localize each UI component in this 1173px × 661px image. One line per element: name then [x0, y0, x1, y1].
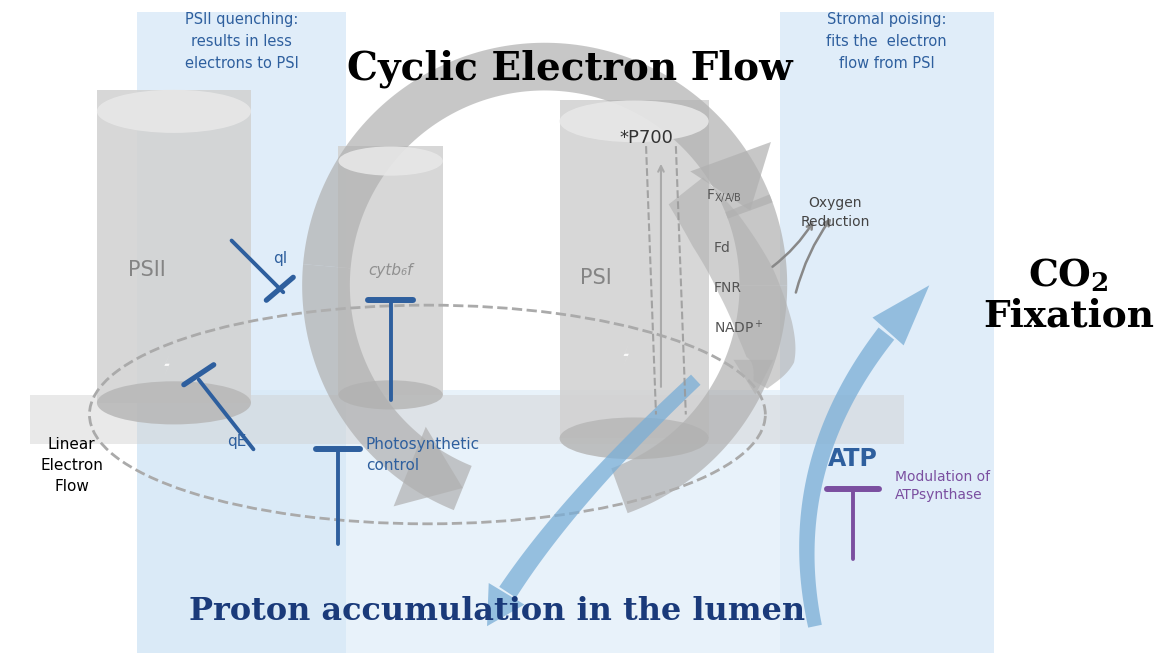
Text: Oxygen
Reduction: Oxygen Reduction: [800, 196, 869, 229]
Text: qI: qI: [273, 251, 287, 266]
Text: Fd: Fd: [713, 241, 731, 256]
Polygon shape: [611, 286, 787, 513]
Polygon shape: [164, 353, 170, 377]
Text: qE: qE: [228, 434, 246, 449]
FancyBboxPatch shape: [29, 395, 904, 444]
FancyBboxPatch shape: [137, 12, 346, 653]
Polygon shape: [623, 343, 630, 367]
Polygon shape: [394, 427, 463, 506]
FancyBboxPatch shape: [339, 147, 442, 395]
Ellipse shape: [560, 100, 708, 142]
Text: PSI: PSI: [581, 268, 612, 288]
FancyBboxPatch shape: [780, 12, 994, 653]
Polygon shape: [873, 286, 929, 346]
Ellipse shape: [97, 381, 251, 424]
Ellipse shape: [339, 380, 442, 410]
Text: NADP$^+$: NADP$^+$: [713, 319, 764, 336]
Text: PSII quenching:
results in less
electrons to PSI: PSII quenching: results in less electron…: [184, 12, 298, 71]
Text: $\mathregular{CO_2}$
Fixation: $\mathregular{CO_2}$ Fixation: [983, 256, 1154, 334]
Ellipse shape: [560, 418, 708, 459]
Text: cytb₆f: cytb₆f: [368, 263, 413, 278]
Polygon shape: [733, 360, 773, 395]
Polygon shape: [623, 343, 630, 367]
FancyBboxPatch shape: [560, 100, 708, 438]
Text: PSII: PSII: [128, 260, 165, 280]
Text: Stromal poising:
fits the  electron
flow from PSI: Stromal poising: fits the electron flow …: [826, 12, 947, 71]
Polygon shape: [669, 177, 795, 389]
Text: Cyclic Electron Flow: Cyclic Electron Flow: [347, 50, 792, 88]
Text: $\mathregular{F_{X/A/B}}$: $\mathregular{F_{X/A/B}}$: [706, 187, 741, 204]
Polygon shape: [303, 264, 472, 510]
Polygon shape: [690, 142, 771, 210]
Ellipse shape: [97, 90, 251, 133]
Ellipse shape: [339, 147, 442, 176]
Text: Modulation of
ATPsynthase: Modulation of ATPsynthase: [895, 470, 990, 502]
Text: Proton accumulation in the lumen: Proton accumulation in the lumen: [189, 596, 805, 627]
Text: ATP: ATP: [828, 447, 877, 471]
Polygon shape: [164, 353, 170, 377]
Polygon shape: [799, 327, 894, 628]
Text: *P700: *P700: [619, 130, 673, 147]
Polygon shape: [303, 43, 773, 268]
Text: FNR: FNR: [713, 282, 741, 295]
Polygon shape: [500, 375, 700, 598]
Polygon shape: [725, 194, 787, 286]
Text: Linear
Electron
Flow: Linear Electron Flow: [40, 438, 103, 494]
Text: Photosynthetic
control: Photosynthetic control: [366, 438, 480, 473]
Polygon shape: [487, 583, 524, 626]
FancyBboxPatch shape: [137, 389, 780, 653]
FancyBboxPatch shape: [97, 90, 251, 403]
